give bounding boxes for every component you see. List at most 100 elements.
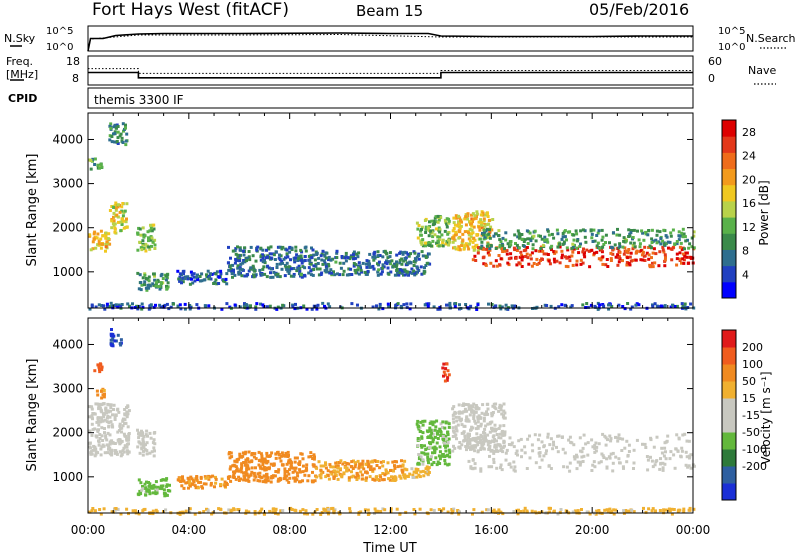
scatter-cell — [441, 366, 445, 370]
scatter-cell — [335, 249, 339, 253]
scatter-cell — [609, 439, 613, 443]
scatter-cell — [151, 441, 155, 445]
scatter-cell — [332, 475, 336, 479]
scatter-cell — [153, 278, 157, 282]
scatter-cell — [89, 159, 93, 163]
scatter-cell — [152, 446, 156, 450]
scatter-cell — [142, 508, 146, 512]
scatter-cell — [517, 236, 521, 240]
scatter-cell — [486, 422, 490, 426]
scatter-cell — [492, 264, 496, 268]
scatter-cell — [103, 427, 106, 430]
scatter-cell — [118, 134, 122, 138]
scatter-cell — [572, 455, 576, 459]
scatter-cell — [92, 232, 96, 236]
scatter-cell — [490, 426, 493, 430]
colorbar-segment — [722, 466, 736, 484]
scatter-cell — [686, 465, 690, 469]
scatter-cell — [143, 280, 147, 284]
scatter-cell — [675, 242, 679, 246]
scatter-cell — [126, 425, 130, 429]
scatter-cell — [466, 433, 470, 437]
scatter-cell — [145, 489, 149, 493]
scatter-cell — [670, 258, 674, 262]
scatter-cell — [123, 418, 127, 422]
scatter-cell — [96, 393, 100, 397]
scatter-cell — [191, 482, 194, 486]
scatter-cell — [412, 470, 416, 474]
scatter-cell — [426, 512, 430, 516]
scatter-cell — [522, 509, 526, 513]
scatter-cell — [321, 301, 325, 305]
scatter-cell — [627, 450, 631, 453]
scatter-cell — [271, 507, 275, 511]
scatter-cell — [675, 252, 679, 256]
scatter-cell — [342, 472, 346, 476]
scatter-cell — [423, 444, 426, 448]
scatter-cell — [145, 429, 149, 433]
scatter-cell — [446, 431, 450, 434]
scatter-cell — [375, 304, 378, 308]
scatter-cell — [403, 273, 407, 277]
scatter-cell — [486, 412, 490, 416]
scatter-cell — [593, 443, 597, 447]
scatter-cell — [436, 460, 440, 464]
scatter-cell — [289, 506, 293, 510]
scatter-cell — [288, 246, 292, 250]
scatter-cell — [138, 433, 142, 437]
scatter-cell — [519, 437, 523, 441]
scatter-cell — [441, 435, 445, 438]
scatter-cell — [204, 476, 208, 480]
scatter-cell — [400, 262, 404, 266]
scatter-cell — [498, 432, 502, 436]
scatter-cell — [343, 465, 347, 469]
scatter-cell — [541, 249, 545, 253]
scatter-cell — [462, 424, 466, 428]
scatter-cell — [441, 426, 444, 429]
scatter-cell — [453, 302, 457, 306]
scatter-cell — [97, 402, 101, 406]
scatter-cell — [494, 445, 498, 449]
scatter-cell — [283, 469, 287, 473]
scatter-cell — [408, 270, 412, 274]
scatter-cell — [424, 467, 428, 471]
scatter-cell — [455, 429, 459, 433]
scatter-cell — [677, 508, 681, 512]
scatter-cell — [270, 451, 274, 455]
scatter-cell — [670, 507, 674, 511]
scatter-cell — [371, 255, 375, 259]
scatter-cell — [593, 251, 596, 255]
scatter-cell — [427, 435, 431, 439]
scatter-cell — [183, 302, 187, 306]
scatter-cell — [447, 219, 451, 223]
scatter-cell — [398, 474, 402, 478]
scatter-cell — [421, 458, 425, 462]
scatter-cell — [113, 508, 117, 512]
scatter-cell — [688, 242, 692, 246]
scatter-cell — [513, 248, 517, 252]
scatter-cell — [349, 255, 353, 259]
scatter-cell — [438, 445, 442, 449]
scatter-cell — [195, 477, 199, 481]
scatter-cell — [616, 263, 620, 267]
scatter-cell — [162, 488, 166, 492]
scatter-cell — [91, 157, 95, 161]
scatter-cell — [137, 436, 141, 440]
scatter-cell — [493, 423, 497, 427]
scatter-cell — [211, 474, 215, 478]
scatter-cell — [315, 267, 319, 271]
scatter-cell — [182, 486, 186, 490]
scatter-cell — [661, 248, 665, 252]
scatter-cell — [149, 436, 153, 440]
scatter-cell — [413, 251, 417, 255]
scatter-cell — [678, 251, 682, 255]
scatter-cell — [113, 123, 117, 127]
scatter-cell — [681, 252, 685, 256]
scatter-cell — [603, 508, 607, 512]
scatter-cell — [153, 485, 157, 489]
scatter-cell — [437, 454, 441, 458]
scatter-cell — [572, 443, 576, 447]
scatter-cell — [458, 446, 462, 450]
scatter-cell — [492, 234, 496, 238]
scatter-cell — [632, 448, 636, 452]
